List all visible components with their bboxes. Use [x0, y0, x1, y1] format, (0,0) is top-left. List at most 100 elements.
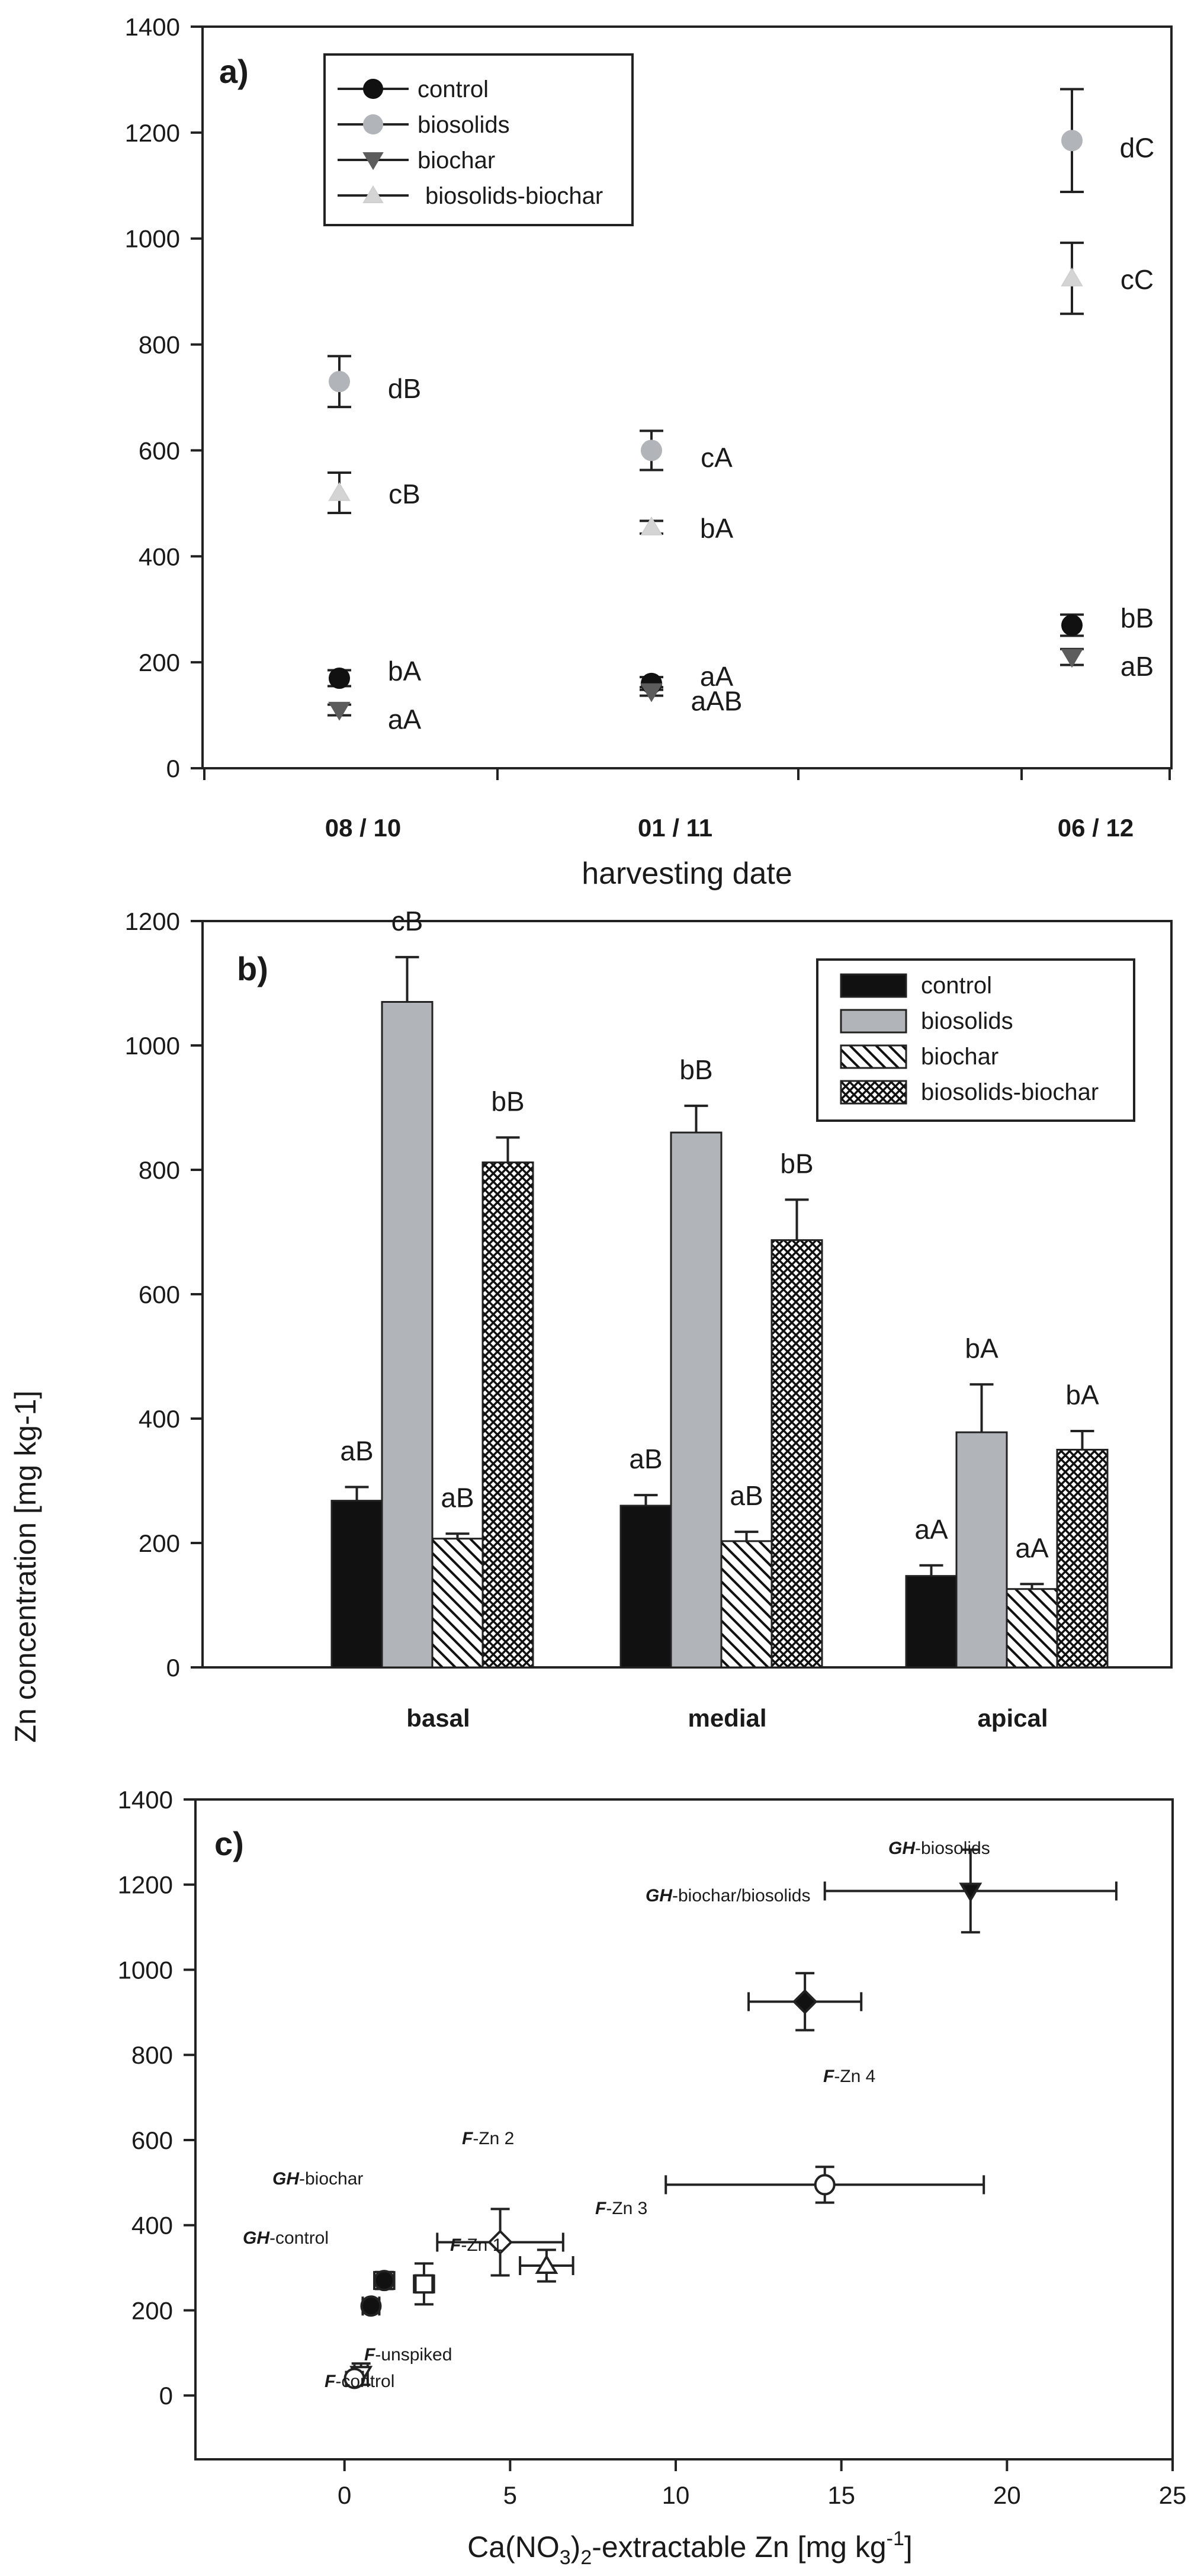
y-tick-label-b: 0 [166, 1654, 180, 1682]
letter-label-control: aA [914, 1514, 948, 1545]
legend-a-item-biosolids-biochar: biosolids-biochar [338, 183, 603, 209]
legend-a-item-biosolids: biosolids [338, 112, 510, 138]
y-tick-label-b: 1000 [125, 1032, 180, 1060]
x-axis-title-a: harvesting date [582, 856, 792, 891]
legend-b-item-control: control [840, 973, 992, 999]
y-tick-label-c: 1200 [118, 1871, 173, 1899]
point-label-f-zn-4: F-Zn 4 [823, 2067, 875, 2086]
legend-b-swatch-biosolids [840, 1009, 907, 1034]
point-group-gh-biosolids: GH-biosolids [823, 1839, 1118, 1934]
point-control-06-12 [1061, 614, 1083, 636]
letter-label-biosolids-biochar: cB [389, 479, 420, 509]
point-group-gh-biochar-biosolids: GH-biochar/biosolids [646, 1886, 863, 2032]
point-label-f-control: F-control [325, 2372, 394, 2391]
x-tick-label-c: 10 [662, 2481, 690, 2509]
point-biosolids-06-12 [1061, 130, 1083, 152]
y-tick-label-a: 0 [166, 755, 180, 782]
legend-a-marker-control [363, 79, 383, 99]
point-gh-biochar-biosolids [792, 1989, 818, 2014]
point-biochar-08-10 [328, 701, 351, 721]
letter-label-biosolids: dC [1120, 132, 1155, 163]
legend-a-label-biosolids-biochar: biosolids-biochar [425, 183, 603, 209]
legend-a-item-control: control [338, 76, 489, 102]
y-tick-label-a: 1000 [125, 225, 180, 253]
legend-a-marker-biosolids-biochar [362, 185, 384, 203]
legend-b-label-control: control [921, 973, 992, 999]
y-tick-label-a: 200 [139, 649, 180, 676]
x-tick-label-08-10: 08 / 10 [325, 814, 401, 842]
point-biosolids-biochar-08-10 [328, 482, 351, 501]
letter-label-biosolids: bB [679, 1054, 712, 1085]
letter-label-biosolids: bA [965, 1333, 998, 1364]
point-f-control [343, 2368, 365, 2389]
letter-label-control: aA [700, 661, 734, 692]
y-tick-label-c: 600 [131, 2126, 173, 2154]
point-label-f-zn-2: F-Zn 2 [462, 2129, 514, 2148]
point-biosolids-08-10 [329, 371, 350, 393]
bar-biochar-medial [720, 1540, 773, 1669]
point-group-f-zn-1: F-Zn 1 [413, 2235, 502, 2306]
y-tick-label-b: 200 [139, 1529, 180, 1557]
legend-b-item-biosolids-biochar: biosolids-biochar [840, 1079, 1099, 1105]
bar-control-apical [905, 1575, 958, 1669]
x-tick-label-c: 0 [338, 2481, 351, 2509]
point-group-f-zn-2: F-Zn 2 [436, 2129, 564, 2277]
point-biochar-06-12 [1061, 649, 1083, 668]
legend-b-label-biochar: biochar [921, 1044, 998, 1070]
y-tick-label-a: 1400 [125, 13, 180, 41]
x-tick-label-06-12: 06 / 12 [1058, 814, 1134, 842]
letter-label-biosolids: dB [388, 373, 421, 404]
letter-label-biochar: aB [730, 1480, 763, 1511]
letter-label-biosolids-biochar: bB [491, 1086, 524, 1117]
letter-label-control: aB [629, 1443, 662, 1474]
legend-b-swatch-biosolids-biochar [840, 1080, 907, 1105]
point-label-gh-biochar: GH-biochar [272, 2169, 363, 2189]
bar-control-medial [619, 1504, 672, 1669]
x-tick-label-apical: apical [977, 1704, 1048, 1732]
point-biochar-01-11 [640, 683, 663, 702]
legend-b-swatch-biochar [840, 1044, 907, 1069]
letter-label-biosolids: cA [701, 442, 733, 473]
bar-biosolids-biochar-basal [481, 1161, 534, 1669]
x-tick-label-basal: basal [406, 1704, 470, 1732]
series-biosolids: dB cA dC [328, 88, 1155, 473]
point-label-f-zn-3: F-Zn 3 [595, 2199, 647, 2218]
bar-biosolids-medial [670, 1131, 723, 1669]
y-tick-label-c: 400 [131, 2212, 173, 2240]
point-group-f-zn-3: F-Zn 3 [519, 2199, 647, 2283]
point-control-08-10 [329, 667, 350, 689]
series-biosolids: cB bB bA [381, 906, 1008, 1669]
x-tick-label-medial: medial [688, 1704, 766, 1732]
letter-label-biochar: aB [441, 1482, 474, 1513]
point-gh-biochar [373, 2270, 395, 2292]
panel-label-b: b) [237, 950, 268, 987]
point-f-zn-3 [535, 2254, 558, 2274]
panel-a-frame [201, 25, 1173, 769]
legend-b-label-biosolids-biochar: biosolids-biochar [921, 1079, 1099, 1105]
point-label-gh-biosolids: GH-biosolids [888, 1839, 990, 1858]
point-f-zn-1 [414, 2274, 434, 2294]
bar-biosolids-basal [381, 1001, 434, 1669]
y-axis-title-container: Zn concentration [mg kg-1] [5, 1391, 42, 1743]
series-control: aB aB aA [330, 1436, 958, 1669]
legend-a-item-biochar: biochar [338, 147, 495, 174]
bar-biochar-basal [431, 1538, 484, 1669]
bar-biosolids-apical [955, 1431, 1008, 1669]
point-label-f-unspiked: F-unspiked [364, 2345, 452, 2365]
y-tick-label-b: 800 [139, 1156, 180, 1184]
letter-label-biochar: aA [388, 704, 422, 735]
y-tick-label-a: 800 [139, 331, 180, 359]
letter-label-biosolids: cB [391, 906, 423, 936]
point-label-f-zn-1: F-Zn 1 [450, 2235, 502, 2255]
legend-b-item-biochar: biochar [840, 1044, 998, 1070]
bar-control-basal [330, 1500, 383, 1669]
legend-a-marker-biosolids [363, 114, 383, 134]
y-tick-label-c: 200 [131, 2296, 173, 2324]
x-axis-title-c: Ca(NO3)2-extractable Zn [mg kg-1] [467, 2527, 913, 2569]
panel-c: 0 200 400 600 800 1000 1200 1400 0 5 10 15 20 25 c) Ca(… [118, 1786, 1187, 2569]
letter-label-biosolids-biochar: bA [1065, 1380, 1099, 1410]
y-tick-label-c: 800 [131, 2041, 173, 2069]
legend-a-label-biochar: biochar [418, 147, 495, 174]
y-tick-label-b: 1200 [125, 907, 180, 935]
